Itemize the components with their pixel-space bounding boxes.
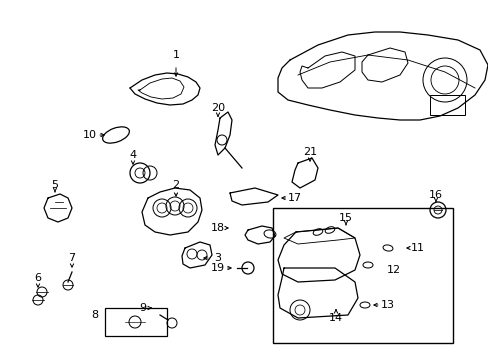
Text: 5: 5 bbox=[51, 180, 59, 190]
Text: 8: 8 bbox=[91, 310, 99, 320]
Text: 11: 11 bbox=[410, 243, 424, 253]
Text: 18: 18 bbox=[210, 223, 224, 233]
Bar bbox=[429, 95, 464, 115]
Bar bbox=[272, 208, 452, 343]
Text: 16: 16 bbox=[428, 190, 442, 200]
Text: 19: 19 bbox=[210, 263, 224, 273]
Text: 2: 2 bbox=[172, 180, 179, 190]
Text: 14: 14 bbox=[328, 313, 343, 323]
Text: 17: 17 bbox=[287, 193, 302, 203]
Text: 15: 15 bbox=[338, 213, 352, 223]
Text: 10: 10 bbox=[83, 130, 97, 140]
Bar bbox=[105, 308, 167, 336]
Text: 1: 1 bbox=[172, 50, 179, 60]
Text: 12: 12 bbox=[386, 265, 400, 275]
Text: 9: 9 bbox=[139, 303, 146, 313]
Text: 3: 3 bbox=[214, 253, 221, 263]
Text: 4: 4 bbox=[129, 150, 136, 160]
Text: 21: 21 bbox=[303, 147, 316, 157]
Text: 7: 7 bbox=[68, 253, 76, 263]
Text: 13: 13 bbox=[380, 300, 394, 310]
Text: 20: 20 bbox=[210, 103, 224, 113]
Text: 6: 6 bbox=[35, 273, 41, 283]
